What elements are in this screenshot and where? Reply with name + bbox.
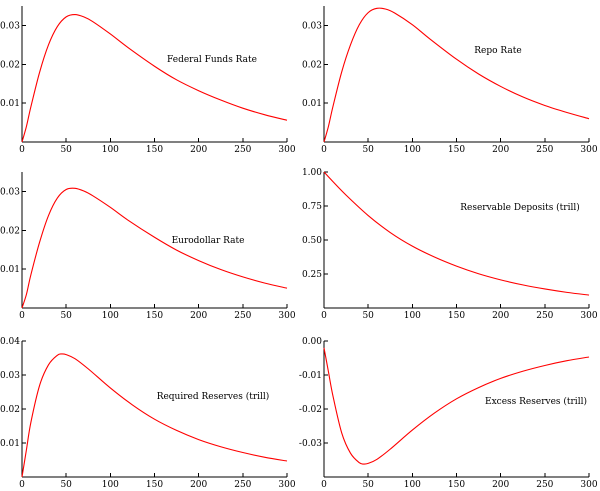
x-tick-label: 0: [321, 145, 327, 155]
chart-panel-1: 0 50 100 150 200 250 300 0.01 0.02 0.03 Federal Fu…: [0, 6, 296, 155]
x-tick-label: 50: [60, 311, 72, 321]
y-tick-label: 0.02: [0, 226, 20, 236]
x-tick-label: 150: [146, 480, 163, 490]
y-tick-label: 1.00: [302, 168, 322, 178]
x-tick-label: 300: [278, 480, 295, 490]
x-tick-label: 300: [580, 311, 597, 321]
chart-panel-4: 0 50 100 150 200 250 300 0.25 0.50 0.75 1.00 Reserv…: [302, 168, 598, 321]
y-tick-label: 0.00: [302, 337, 322, 347]
chart-panel-2: 0 50 100 150 200 250 300 0.01 0.02 0.03 Repo Rate: [302, 6, 598, 155]
y-tick-label: 0.75: [302, 202, 322, 212]
y-tick-label: 0.01: [0, 439, 20, 449]
x-tick-label: 150: [448, 145, 465, 155]
series-line: [323, 7, 590, 143]
y-tick-label: 0.50: [302, 236, 322, 246]
series-line: [21, 353, 288, 478]
y-tick-label: -0.02: [299, 405, 322, 415]
series-label: Excess Reserves (trill): [485, 396, 587, 407]
series-label: Reservable Deposits (trill): [460, 202, 580, 213]
x-tick-label: 50: [362, 145, 374, 155]
x-tick-label: 250: [234, 480, 251, 490]
x-tick-label: 0: [19, 145, 25, 155]
y-tick-label: 0.01: [0, 265, 20, 275]
x-tick-label: 150: [448, 311, 465, 321]
x-tick-label: 200: [492, 480, 509, 490]
x-tick-label: 0: [321, 311, 327, 321]
series-label: Eurodollar Rate: [172, 236, 245, 246]
series-label: Repo Rate: [474, 46, 521, 56]
y-tick-label: 0.01: [0, 99, 20, 109]
x-tick-label: 200: [492, 145, 509, 155]
y-tick-label: 0.03: [0, 371, 20, 381]
x-tick-label: 100: [102, 311, 119, 321]
x-tick-label: 200: [492, 311, 509, 321]
series-label: Required Reserves (trill): [157, 391, 270, 402]
x-tick-label: 100: [404, 145, 421, 155]
x-tick-label: 200: [190, 145, 207, 155]
x-tick-label: 300: [580, 145, 597, 155]
x-tick-label: 100: [404, 480, 421, 490]
x-tick-label: 200: [190, 311, 207, 321]
x-tick-label: 50: [362, 480, 374, 490]
x-tick-label: 0: [19, 311, 25, 321]
x-tick-label: 250: [536, 145, 553, 155]
x-tick-label: 300: [278, 145, 295, 155]
x-tick-label: 0: [19, 480, 25, 490]
chart-panel-6: 0 50 100 150 200 250 300 -0.03 -0.02 -0.01 0.00 Exc…: [299, 337, 598, 490]
y-tick-label: 0.02: [0, 60, 20, 70]
series-line: [21, 13, 288, 143]
y-tick-label: -0.03: [299, 439, 322, 449]
x-tick-label: 50: [60, 145, 72, 155]
x-tick-label: 150: [448, 480, 465, 490]
series-label: Federal Funds Rate: [167, 55, 257, 65]
y-tick-label: 0.03: [302, 21, 322, 31]
y-tick-label: 0.25: [302, 270, 322, 280]
x-tick-label: 250: [234, 311, 251, 321]
y-tick-label: 0.03: [0, 187, 20, 197]
chart-panel-3: 0 50 100 150 200 250 300 0.01 0.02 0.03 Eurodollar…: [0, 172, 296, 321]
x-tick-label: 100: [404, 311, 421, 321]
x-tick-label: 100: [102, 480, 119, 490]
chart-panel-5: 0 50 100 150 200 250 300 0.01 0.02 0.03 0.04 Requir…: [0, 337, 296, 490]
x-tick-label: 300: [580, 480, 597, 490]
x-tick-label: 150: [146, 311, 163, 321]
x-tick-label: 250: [536, 311, 553, 321]
x-tick-label: 50: [60, 480, 72, 490]
y-tick-label: 0.03: [0, 21, 20, 31]
series-line: [323, 171, 590, 296]
y-tick-label: 0.01: [302, 99, 322, 109]
series-line: [21, 187, 288, 309]
y-tick-label: 0.02: [0, 405, 20, 415]
x-tick-label: 300: [278, 311, 295, 321]
y-tick-label: -0.01: [299, 371, 322, 381]
y-tick-label: 0.02: [302, 60, 322, 70]
y-tick-label: 0.04: [0, 337, 20, 347]
x-tick-label: 250: [234, 145, 251, 155]
x-tick-label: 0: [321, 480, 327, 490]
x-tick-label: 250: [536, 480, 553, 490]
series-line: [323, 347, 590, 465]
x-tick-label: 150: [146, 145, 163, 155]
x-tick-label: 200: [190, 480, 207, 490]
x-tick-label: 50: [362, 311, 374, 321]
x-tick-label: 100: [102, 145, 119, 155]
